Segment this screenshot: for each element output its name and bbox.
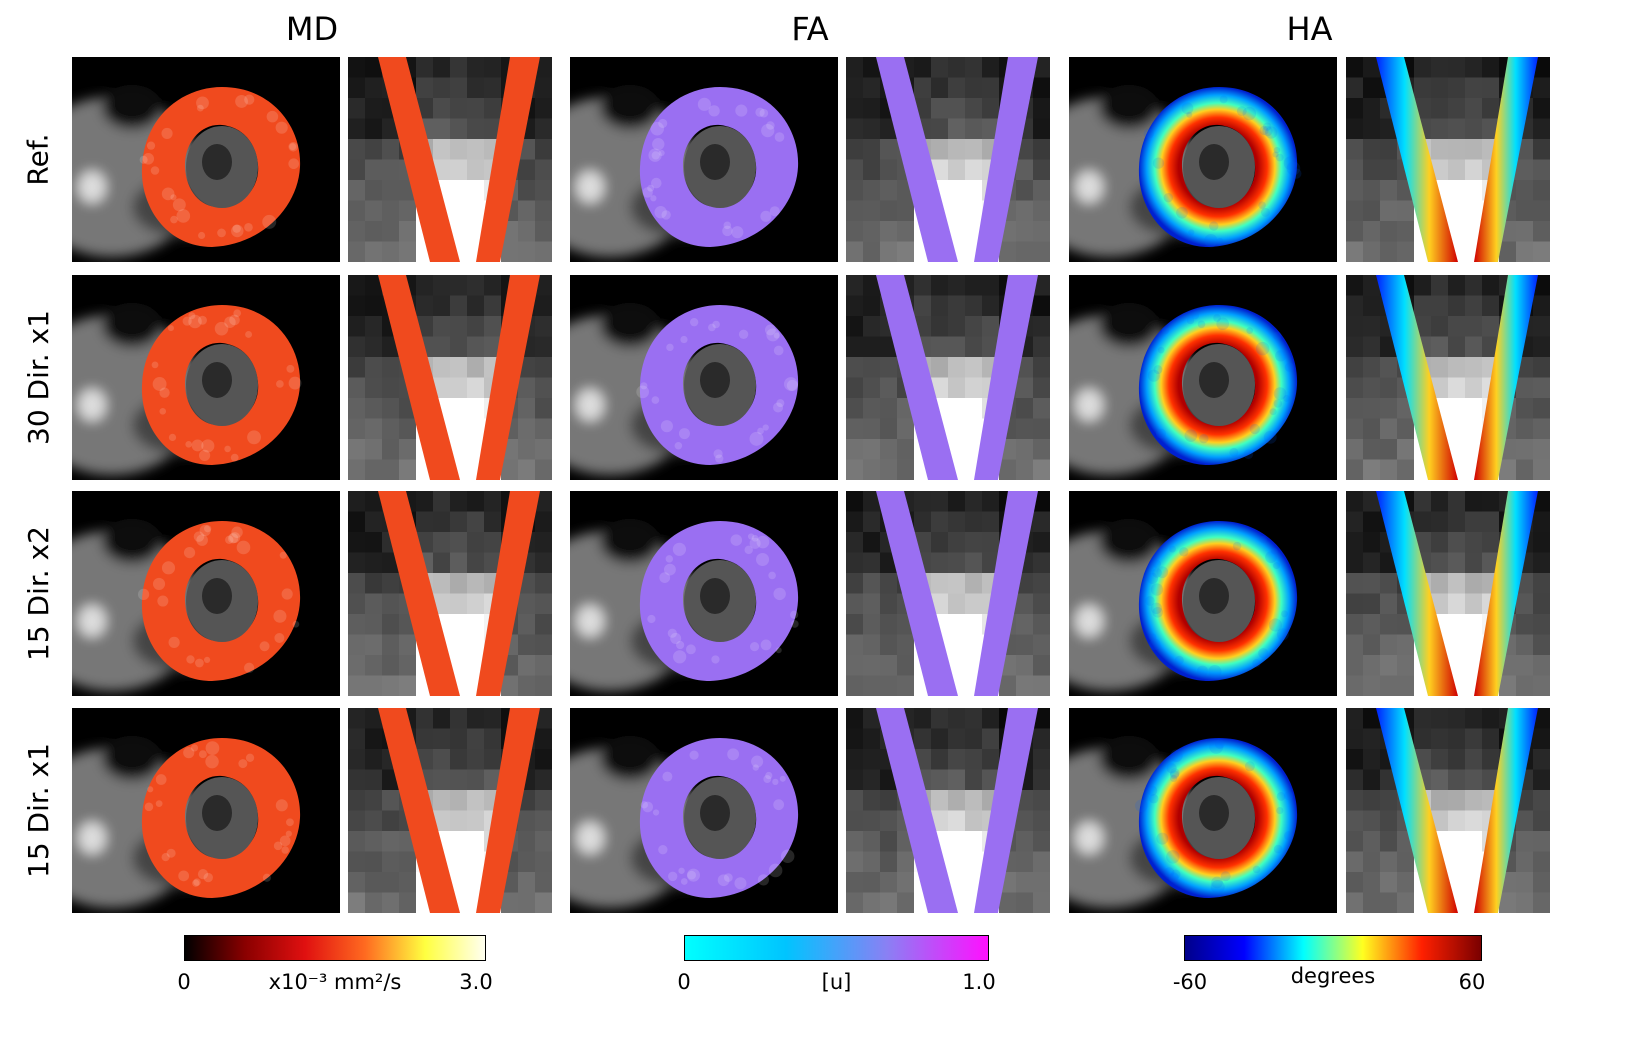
colorbar-max-label: 1.0 xyxy=(962,970,996,994)
row-label-text: 30 Dir. x1 xyxy=(21,310,55,445)
short-axis-map-md-row4 xyxy=(72,708,340,913)
colorbar-unit-label: degrees xyxy=(1290,964,1376,988)
long-axis-map-fa-row2 xyxy=(846,275,1050,480)
myocardium-ring xyxy=(1138,738,1298,898)
myocardium-ring xyxy=(141,305,301,465)
myocardium-ring xyxy=(141,87,301,247)
right-wall xyxy=(476,275,540,480)
colorbar-fa xyxy=(684,935,989,961)
myocardium-ring xyxy=(1138,87,1298,247)
left-wall xyxy=(1376,275,1458,480)
column-title-fa: FA xyxy=(791,10,829,48)
left-wall xyxy=(1376,57,1458,262)
short-axis-map-ha-row4 xyxy=(1069,708,1337,913)
right-wall xyxy=(476,57,540,262)
left-wall xyxy=(378,708,460,913)
myocardium-ring xyxy=(639,305,799,465)
short-axis-map-ha-row3 xyxy=(1069,491,1337,696)
short-axis-map-fa-row1 xyxy=(570,57,838,262)
long-axis-map-md-row3 xyxy=(348,491,552,696)
short-axis-map-fa-row4 xyxy=(570,708,838,913)
long-axis-map-ha-row3 xyxy=(1346,491,1550,696)
colorbar-ha xyxy=(1184,935,1482,961)
colorbar-max-label: 60 xyxy=(1458,970,1486,994)
long-axis-map-fa-row3 xyxy=(846,491,1050,696)
left-wall xyxy=(378,275,460,480)
left-wall xyxy=(876,275,958,480)
row-label: 30 Dir. x1 xyxy=(18,275,58,480)
colorbar-min-label: 0 xyxy=(677,970,691,994)
right-wall xyxy=(974,491,1038,696)
long-axis-map-ha-row2 xyxy=(1346,275,1550,480)
colorbar-min-label: 0 xyxy=(177,970,191,994)
colorbar-unit-label: [u] xyxy=(821,970,852,994)
row-label: 15 Dir. x1 xyxy=(18,708,58,913)
long-axis-map-md-row4 xyxy=(348,708,552,913)
left-wall xyxy=(876,57,958,262)
short-axis-map-md-row3 xyxy=(72,491,340,696)
left-wall xyxy=(1376,491,1458,696)
left-wall xyxy=(378,57,460,262)
right-wall xyxy=(1474,491,1538,696)
myocardium-ring xyxy=(639,87,799,247)
left-wall xyxy=(876,708,958,913)
short-axis-map-fa-row2 xyxy=(570,275,838,480)
short-axis-map-ha-row2 xyxy=(1069,275,1337,480)
left-wall xyxy=(1376,708,1458,913)
colorbar-max-label: 3.0 xyxy=(459,970,493,994)
myocardium-ring xyxy=(141,738,301,898)
row-label: 15 Dir. x2 xyxy=(18,491,58,696)
short-axis-map-fa-row3 xyxy=(570,491,838,696)
short-axis-map-md-row2 xyxy=(72,275,340,480)
row-label: Ref. xyxy=(18,57,58,262)
myocardium-ring xyxy=(1138,305,1298,465)
long-axis-map-fa-row4 xyxy=(846,708,1050,913)
colorbar-md xyxy=(184,935,486,961)
colorbar-min-label: -60 xyxy=(1172,970,1208,994)
long-axis-map-fa-row1 xyxy=(846,57,1050,262)
myocardium-ring xyxy=(141,521,301,681)
right-wall xyxy=(974,708,1038,913)
colorbar-unit-label: x10⁻³ mm²/s xyxy=(268,970,402,994)
left-wall xyxy=(876,491,958,696)
right-wall xyxy=(974,275,1038,480)
row-label-text: 15 Dir. x2 xyxy=(21,526,55,661)
short-axis-map-ha-row1 xyxy=(1069,57,1337,262)
myocardium-ring xyxy=(1138,521,1298,681)
myocardium-ring xyxy=(639,521,799,681)
long-axis-map-ha-row4 xyxy=(1346,708,1550,913)
myocardium-ring xyxy=(639,738,799,898)
column-title-md: MD xyxy=(285,10,339,48)
right-wall xyxy=(476,491,540,696)
right-wall xyxy=(1474,57,1538,262)
row-label-text: Ref. xyxy=(21,133,55,186)
short-axis-map-md-row1 xyxy=(72,57,340,262)
right-wall xyxy=(974,57,1038,262)
long-axis-map-md-row1 xyxy=(348,57,552,262)
long-axis-map-ha-row1 xyxy=(1346,57,1550,262)
row-label-text: 15 Dir. x1 xyxy=(21,743,55,878)
right-wall xyxy=(476,708,540,913)
right-wall xyxy=(1474,708,1538,913)
long-axis-map-md-row2 xyxy=(348,275,552,480)
right-wall xyxy=(1474,275,1538,480)
column-title-ha: HA xyxy=(1286,10,1333,48)
left-wall xyxy=(378,491,460,696)
